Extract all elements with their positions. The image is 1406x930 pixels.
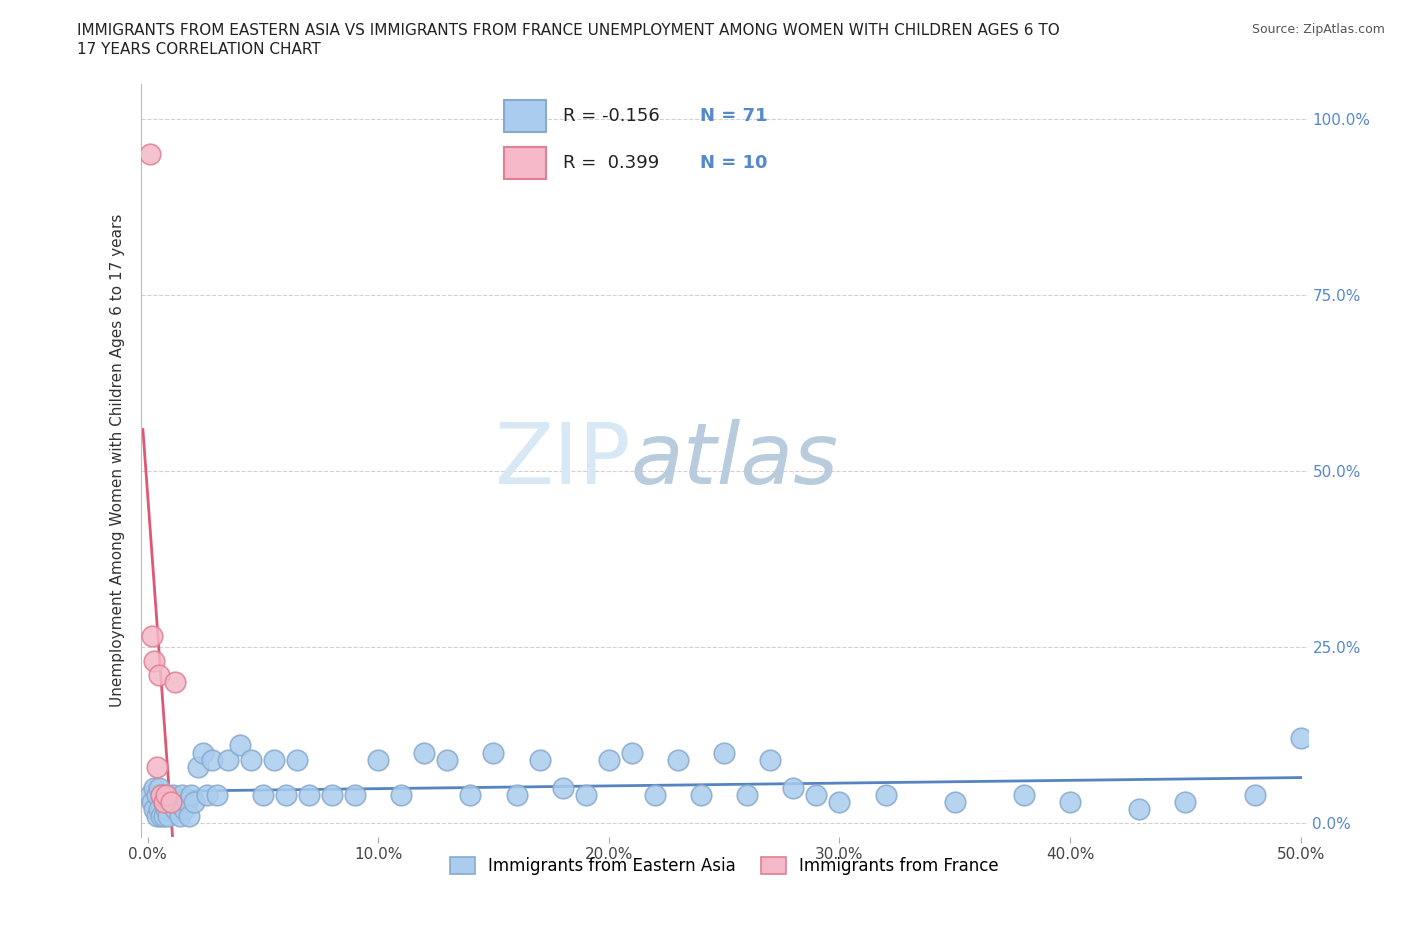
Point xyxy=(169,808,191,823)
Point xyxy=(1289,731,1312,746)
Point xyxy=(575,788,598,803)
Point xyxy=(152,794,174,809)
Text: ZIP: ZIP xyxy=(495,418,631,502)
Point xyxy=(828,794,851,809)
Point xyxy=(735,788,758,803)
Point xyxy=(505,788,527,803)
Point xyxy=(806,788,828,803)
Point xyxy=(191,745,214,760)
Point xyxy=(1128,802,1150,817)
Point xyxy=(205,788,228,803)
Point xyxy=(183,794,205,809)
Text: 17 YEARS CORRELATION CHART: 17 YEARS CORRELATION CHART xyxy=(77,42,321,57)
Point xyxy=(159,794,181,809)
Point xyxy=(145,788,167,803)
Point xyxy=(229,738,252,753)
Point xyxy=(344,788,367,803)
Point xyxy=(173,802,195,817)
Point xyxy=(598,752,620,767)
Point xyxy=(150,788,173,803)
Point xyxy=(389,788,412,803)
Point xyxy=(148,668,170,683)
Point xyxy=(321,788,343,803)
Point xyxy=(298,788,321,803)
Text: atlas: atlas xyxy=(631,418,839,502)
Point xyxy=(177,808,200,823)
Point xyxy=(644,788,666,803)
Point xyxy=(155,802,177,817)
Point xyxy=(187,759,209,774)
Text: IMMIGRANTS FROM EASTERN ASIA VS IMMIGRANTS FROM FRANCE UNEMPLOYMENT AMONG WOMEN : IMMIGRANTS FROM EASTERN ASIA VS IMMIGRAN… xyxy=(77,23,1060,38)
Point xyxy=(176,794,198,809)
Point xyxy=(141,629,163,644)
Point xyxy=(139,147,162,162)
Point xyxy=(150,788,173,803)
Point xyxy=(141,794,163,809)
Point xyxy=(482,745,505,760)
Point xyxy=(172,788,194,803)
Point xyxy=(197,788,219,803)
Point xyxy=(690,788,713,803)
Point xyxy=(145,759,167,774)
Point xyxy=(943,794,966,809)
Point xyxy=(529,752,551,767)
Point xyxy=(713,745,735,760)
Y-axis label: Unemployment Among Women with Children Ages 6 to 17 years: Unemployment Among Women with Children A… xyxy=(110,214,125,707)
Point xyxy=(1012,788,1035,803)
Point xyxy=(148,780,170,795)
Point xyxy=(252,788,274,803)
Point xyxy=(551,780,574,795)
Point xyxy=(287,752,309,767)
Point xyxy=(240,752,263,767)
Point xyxy=(180,788,202,803)
Text: Source: ZipAtlas.com: Source: ZipAtlas.com xyxy=(1251,23,1385,36)
Point xyxy=(413,745,436,760)
Point xyxy=(1243,788,1265,803)
Point xyxy=(782,780,804,795)
Point xyxy=(143,654,166,669)
Point xyxy=(875,788,897,803)
Point xyxy=(166,794,188,809)
Point xyxy=(152,808,174,823)
Point xyxy=(263,752,285,767)
Point xyxy=(143,802,166,817)
Point xyxy=(460,788,482,803)
Point xyxy=(165,674,187,689)
Point xyxy=(150,808,173,823)
Point xyxy=(152,794,174,809)
Point xyxy=(620,745,643,760)
Point xyxy=(143,780,166,795)
Point xyxy=(1174,794,1197,809)
Point xyxy=(274,788,297,803)
Point xyxy=(217,752,239,767)
Point xyxy=(165,802,187,817)
Point xyxy=(436,752,458,767)
Point xyxy=(157,794,180,809)
Point xyxy=(162,788,184,803)
Point xyxy=(759,752,782,767)
Point xyxy=(155,788,177,803)
Point xyxy=(139,788,162,803)
Point xyxy=(148,802,170,817)
Point xyxy=(666,752,689,767)
Legend: Immigrants from Eastern Asia, Immigrants from France: Immigrants from Eastern Asia, Immigrants… xyxy=(443,850,1005,882)
Point xyxy=(155,788,177,803)
Point xyxy=(1059,794,1081,809)
Point xyxy=(201,752,224,767)
Point xyxy=(367,752,389,767)
Point xyxy=(145,808,167,823)
Point xyxy=(159,794,181,809)
Point xyxy=(157,808,180,823)
